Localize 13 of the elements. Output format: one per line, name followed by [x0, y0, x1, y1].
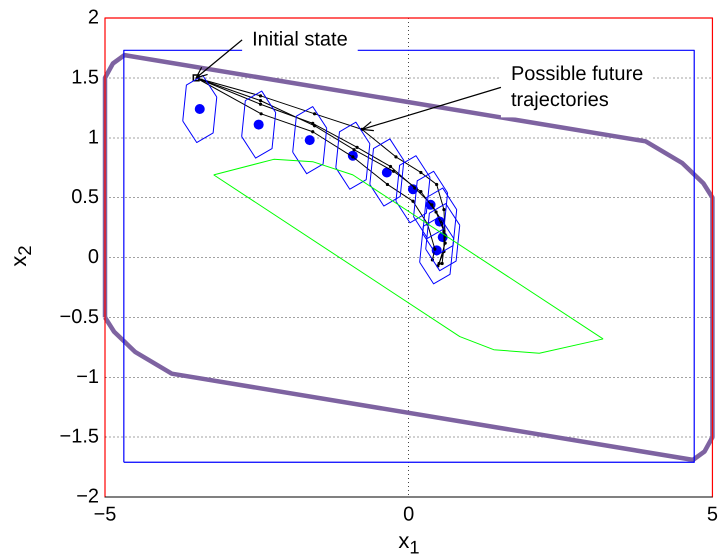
y-tick-label: 2 — [88, 6, 99, 29]
x-axis-title: x$_{1}$ — [397, 528, 421, 560]
y-tick-label: 1 — [88, 126, 99, 148]
y-tick-label: 0 — [88, 246, 99, 268]
y-tick-label: −1 — [76, 366, 99, 388]
annotation: Possible future trajectories — [510, 62, 644, 111]
y-tick-label: 0.5 — [71, 186, 99, 208]
annotation: Initial state — [252, 28, 348, 50]
x-tick-label: 5 — [706, 504, 718, 526]
y-tick-label: 1.5 — [71, 66, 99, 88]
y-tick-label: −1.5 — [60, 426, 99, 448]
y-tick-label: −0.5 — [60, 306, 99, 328]
x-tick-label: 0 — [403, 504, 414, 526]
